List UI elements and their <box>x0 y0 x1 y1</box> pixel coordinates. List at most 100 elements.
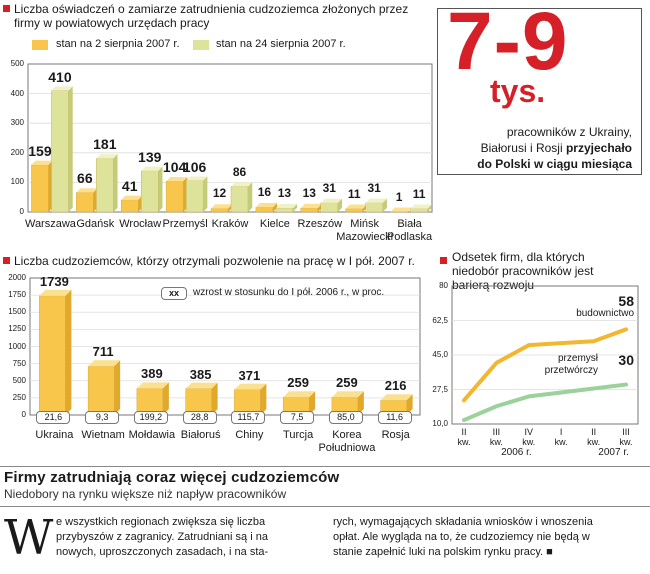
chart2-growth-box: 28,8 <box>182 411 217 424</box>
chart1-bar-b <box>96 154 118 213</box>
col2-line-2: opłat. Ale wygląda na to, że cudzoziemcy… <box>333 531 590 543</box>
chart3-line-przemysl <box>462 382 628 423</box>
chart2-bar <box>39 289 72 416</box>
chart2-bar <box>234 383 267 416</box>
chart1-bar-a <box>165 176 188 213</box>
chart2-title: Liczba cudzoziemców, którzy otrzymali po… <box>14 254 415 268</box>
chart1-value-a: 13 <box>302 186 316 201</box>
chart2-growth-box: 199,2 <box>133 411 168 424</box>
legend1-swatch-b <box>193 40 209 50</box>
article-title: Firmy zatrudniają coraz więcej cudzoziem… <box>4 469 340 486</box>
chart1-value-a: 1 <box>395 189 403 204</box>
chart1-bar-a <box>121 195 143 213</box>
chart1-category: Rzeszów <box>297 218 343 230</box>
chart1-ytick: 100 <box>10 177 24 187</box>
chart1-bar-a <box>345 204 367 213</box>
chart2-growth-box: 21,6 <box>36 411 71 424</box>
chart1-ytick: 400 <box>10 88 24 98</box>
chart1-value-a: 41 <box>121 177 138 194</box>
chart1-value-b: 31 <box>367 180 381 195</box>
chart2-bar <box>331 391 364 416</box>
chart1-value-a: 159 <box>28 142 52 159</box>
chart1-plot <box>27 63 433 213</box>
headline-text: pracowników z Ukrainy, Białorusi i Rosji… <box>446 124 632 172</box>
chart1-bar-b <box>51 86 73 213</box>
chart2-bar <box>185 382 218 416</box>
headline-line-2: Białorusi i Rosji przyjechało <box>480 141 632 155</box>
chart3-year-2006: 2006 r. <box>501 447 532 458</box>
chart2-category: Turcja <box>283 429 314 441</box>
chart1-bar-b <box>410 204 432 213</box>
chart2-ytick: 0 <box>21 410 26 419</box>
chart1-category: Biała Podlaska <box>386 218 433 243</box>
headline-box <box>437 8 642 175</box>
col2-line-1: rych, wymagających składania wniosków i … <box>333 516 593 528</box>
chart3-year-2007: 2007 r. <box>598 447 629 458</box>
chart3-seriesname-budownictwo: budownictwo <box>576 308 634 320</box>
chart1-ytick: 200 <box>10 147 24 157</box>
chart1-bar-b <box>141 166 163 213</box>
chart2-category: Chiny <box>235 429 264 441</box>
chart1-value-b: 11 <box>412 186 426 201</box>
chart1-bar-a <box>210 204 233 213</box>
chart1-bar-b <box>365 198 387 213</box>
chart2-category: Mołdawia <box>128 429 176 441</box>
chart3-seriesname-przemysl: przemysł przetwórczy <box>544 352 598 376</box>
chart1-value-b: 13 <box>277 186 292 201</box>
chart1-category: Kraków <box>211 218 249 230</box>
chart1-bar-b <box>320 198 343 213</box>
legend2-growth-text: wzrost w stosunku do I pół. 2006 r., w p… <box>193 287 385 298</box>
chart2-value: 371 <box>238 367 261 383</box>
chart3-marker <box>440 257 447 264</box>
chart1-value-a: 66 <box>77 170 93 187</box>
chart3-xtick: II kw. <box>587 427 601 447</box>
chart1-bar-b <box>230 182 253 213</box>
chart1-value-a: 104 <box>162 159 187 176</box>
chart2-bar <box>87 360 121 416</box>
article-dropcap: W <box>4 510 54 566</box>
chart1-category: Mińsk Mazowiecki <box>336 218 394 243</box>
col2-line-3: stanie zapełnić luki na polskim rynku pr… <box>333 546 553 558</box>
chart2-ytick: 750 <box>12 358 26 368</box>
chart2-bar <box>282 391 316 416</box>
headline-number: 7-9 <box>447 0 569 87</box>
chart1-category: Gdańsk <box>76 218 115 230</box>
chart3-line-budownictwo <box>462 327 628 403</box>
chart1-category: Warszawa <box>24 218 76 230</box>
chart2-growth-box: 7,5 <box>280 411 315 424</box>
chart1-value-b: 86 <box>232 164 247 179</box>
article-subtitle: Niedobory na rynku większe niż napływ pr… <box>4 487 287 501</box>
legend2-growth-box: xx <box>161 287 187 300</box>
chart3-ytick: 80 <box>439 281 448 290</box>
chart1-ytick: 500 <box>10 59 24 68</box>
chart1-category: Wrocław <box>119 218 162 230</box>
chart2-value: 216 <box>384 378 407 394</box>
chart1-bar-a <box>390 207 412 213</box>
chart1-value-b: 106 <box>182 158 207 175</box>
chart1-value-a: 16 <box>257 185 272 200</box>
chart1-value-b: 139 <box>138 148 162 165</box>
article-col2: rych, wymagających składania wniosków i … <box>333 515 647 560</box>
chart2-growth-box: 9,3 <box>85 411 120 424</box>
col1-line-1: e wszystkich regionach zwiększa się licz… <box>56 516 266 528</box>
article-col1: e wszystkich regionach zwiększa się licz… <box>56 515 321 560</box>
chart1-value-b: 181 <box>93 136 117 153</box>
legend1-label-b: stan na 24 sierpnia 2007 r. <box>216 38 346 50</box>
chart3-xtick: IV kw. <box>522 427 536 447</box>
chart2-category: Wietnam <box>81 429 125 441</box>
article-rule-2 <box>0 506 650 507</box>
chart3-ytick: 27,5 <box>432 384 448 394</box>
chart2-category: Białoruś <box>180 429 221 441</box>
chart3-xtick: II kw. <box>457 427 471 447</box>
chart3-title: Odsetek firm, dla których niedobór praco… <box>452 250 594 292</box>
headline-line-3: do Polski w ciągu miesiąca <box>477 157 632 171</box>
chart3-ytick: 10,0 <box>432 419 448 428</box>
chart2-growth-box: 115,7 <box>231 411 266 424</box>
chart1-category: Przemyśl <box>162 218 208 230</box>
chart1-bar-a <box>300 203 323 213</box>
chart2-ytick: 1500 <box>8 307 26 317</box>
chart3-ytick: 45,0 <box>432 350 448 359</box>
chart2-value: 711 <box>92 344 114 360</box>
chart2-growth-box: 11,6 <box>377 411 412 424</box>
